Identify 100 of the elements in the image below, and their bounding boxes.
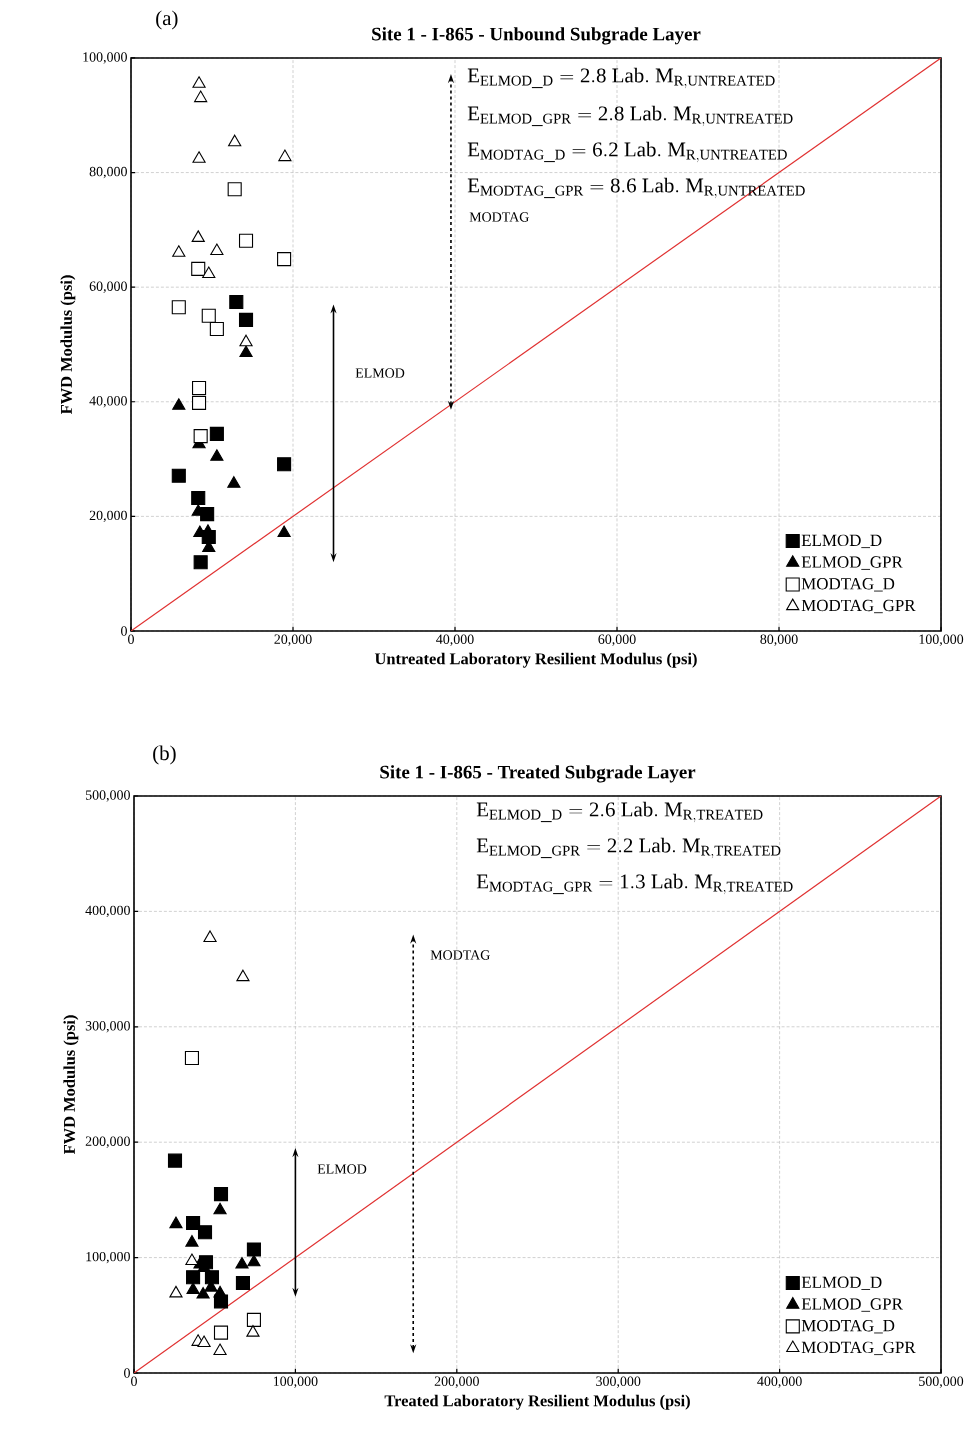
point bbox=[172, 245, 186, 257]
point bbox=[227, 182, 242, 197]
point bbox=[171, 468, 186, 483]
point bbox=[210, 449, 224, 461]
y-tick-label: 0 bbox=[121, 626, 127, 636]
point bbox=[186, 1215, 201, 1231]
annotation: $\mathrm{E_{ELMOD\_D} = 2.8\ Lab.\ M_{R,UNTREATED}}$ bbox=[467, 67, 775, 89]
annotation: MODTAG bbox=[430, 950, 490, 960]
point bbox=[213, 1285, 227, 1298]
point bbox=[209, 426, 224, 441]
x-tick-label: 60,000 bbox=[598, 634, 636, 646]
point bbox=[169, 1285, 183, 1298]
y-tick-label: 100,000 bbox=[83, 52, 127, 64]
x-axis-title: Treated Laboratory Resilient Modulus (psi) bbox=[384, 1394, 690, 1410]
point bbox=[191, 230, 205, 242]
y-tick-label: 500,000 bbox=[85, 790, 130, 802]
point bbox=[192, 151, 206, 163]
point bbox=[277, 252, 292, 267]
x-tick-label: 100,000 bbox=[273, 1376, 318, 1388]
legend-label: MODTAG_D bbox=[801, 578, 895, 592]
legend-label: MODTAG_D bbox=[801, 1319, 895, 1334]
point bbox=[202, 266, 216, 279]
point bbox=[213, 1325, 229, 1340]
y-tick-label: 60,000 bbox=[89, 281, 127, 293]
x-tick-label: 300,000 bbox=[596, 1376, 641, 1388]
y-tick-label: 80,000 bbox=[89, 166, 127, 179]
point bbox=[238, 312, 254, 327]
point bbox=[201, 308, 216, 323]
point bbox=[167, 1153, 183, 1168]
legend-label: ELMOD_GPR bbox=[801, 556, 903, 570]
annotation: $\mathrm{E_{MODTAG\_GPR} = 1.3\ Lab.\ M_{R,TREATED}}$ bbox=[476, 873, 793, 895]
annotation: ELMOD bbox=[317, 1164, 367, 1174]
point bbox=[277, 457, 292, 472]
point bbox=[185, 1235, 199, 1247]
point bbox=[238, 233, 254, 248]
point bbox=[171, 300, 186, 315]
text: (a) bbox=[156, 10, 178, 30]
x-tick-label: 20,000 bbox=[274, 634, 312, 646]
annotation: $\mathrm{E_{ELMOD\_GPR} = 2.8\ Lab.\ M_{R,UNTREATED}}$ bbox=[467, 105, 793, 127]
point bbox=[247, 1254, 261, 1267]
point bbox=[246, 1325, 260, 1337]
point bbox=[235, 1275, 250, 1291]
point bbox=[169, 1216, 183, 1229]
legend-label: ELMOD_D bbox=[801, 534, 882, 549]
x-tick-label: 400,000 bbox=[757, 1376, 802, 1388]
chart-title: Site 1 - I-865 - Treated Subgrade Layer bbox=[380, 765, 696, 783]
annotation: $\mathrm{E_{MODTAG\_D} = 6.2\ Lab.\ M_{R,UNTREATED}}$ bbox=[467, 141, 787, 163]
y-tick-label: 20,000 bbox=[89, 510, 127, 523]
point bbox=[196, 1286, 210, 1299]
point bbox=[239, 334, 253, 347]
y-tick-label: 400,000 bbox=[85, 905, 130, 918]
y-tick-label: 0 bbox=[124, 1368, 130, 1378]
point bbox=[239, 345, 253, 358]
y-axis-title: FWD Modulus (psi) bbox=[60, 275, 76, 415]
point bbox=[185, 1253, 199, 1266]
point bbox=[228, 134, 242, 147]
point bbox=[203, 930, 217, 942]
x-axis-title: Untreated Laboratory Resilient Modulus (psi) bbox=[374, 652, 697, 668]
legend-label: ELMOD_GPR bbox=[801, 1298, 903, 1312]
text: (b) bbox=[153, 745, 176, 765]
point bbox=[191, 380, 207, 396]
point bbox=[210, 243, 224, 256]
point bbox=[192, 76, 206, 88]
point bbox=[246, 1312, 261, 1327]
point bbox=[278, 149, 292, 162]
point bbox=[246, 1242, 261, 1257]
point bbox=[197, 1335, 211, 1348]
y-tick-label: 200,000 bbox=[85, 1136, 130, 1148]
point bbox=[213, 1343, 227, 1356]
point bbox=[191, 490, 206, 506]
legend-label: MODTAG_GPR bbox=[801, 599, 916, 614]
y-axis-title: FWD Modulus (psi) bbox=[63, 1015, 79, 1155]
y-tick-label: 300,000 bbox=[85, 1021, 130, 1033]
legend-label: MODTAG_GPR bbox=[801, 1341, 916, 1356]
legend-label: ELMOD_D bbox=[801, 1276, 882, 1290]
annotation: $\mathrm{E_{ELMOD\_GPR} = 2.2\ Lab.\ M_{R,TREATED}}$ bbox=[476, 837, 781, 859]
point bbox=[277, 525, 291, 538]
point bbox=[227, 476, 241, 488]
y-tick-label: 100,000 bbox=[86, 1251, 130, 1264]
point bbox=[191, 261, 206, 276]
point bbox=[193, 555, 208, 570]
chart-title: Site 1 - I-865 - Unbound Subgrade Layer bbox=[372, 27, 701, 45]
point bbox=[172, 398, 186, 410]
point bbox=[209, 321, 224, 337]
point bbox=[186, 1270, 201, 1285]
x-tick-label: 200,000 bbox=[434, 1376, 479, 1388]
point bbox=[236, 969, 250, 982]
point bbox=[235, 1256, 249, 1269]
point bbox=[191, 395, 207, 410]
annotation: MODTAG bbox=[469, 212, 529, 222]
x-tick-label: 0 bbox=[131, 1376, 137, 1386]
point bbox=[197, 1225, 213, 1240]
x-tick-label: 500,000 bbox=[919, 1376, 964, 1388]
point bbox=[186, 1282, 200, 1294]
y-tick-label: 40,000 bbox=[89, 396, 127, 408]
annotation: ELMOD bbox=[355, 368, 405, 378]
point bbox=[193, 429, 208, 444]
point bbox=[194, 90, 208, 103]
point bbox=[184, 1050, 199, 1065]
x-tick-label: 100,000 bbox=[919, 634, 964, 646]
